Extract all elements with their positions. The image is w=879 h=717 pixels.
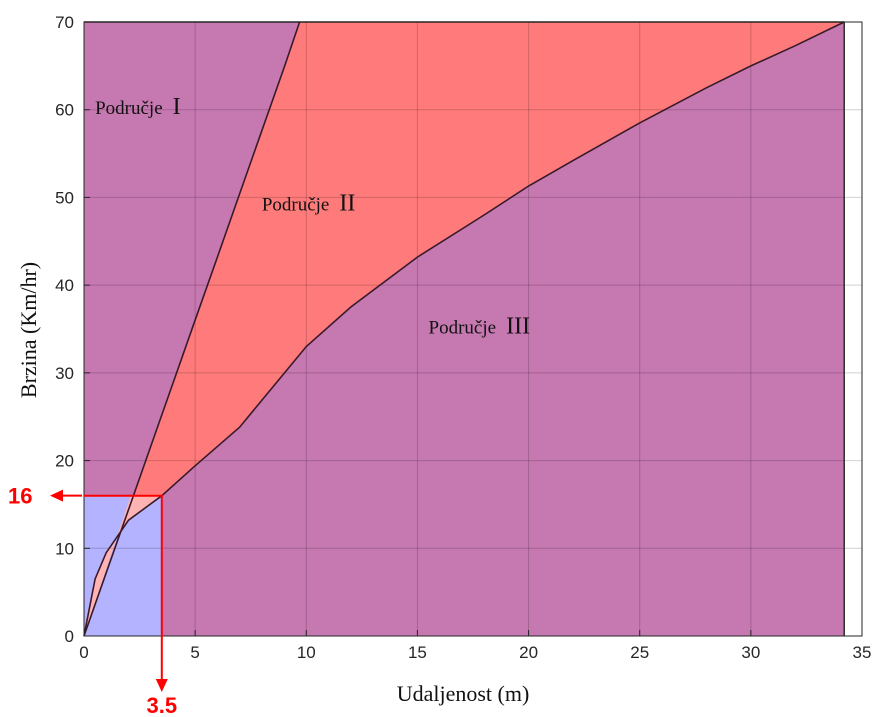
y-tick-label: 50 [55,188,74,207]
x-axis-title: Udaljenost (m) [397,681,530,706]
region-3-fill [84,22,845,636]
x-tick-label: 25 [630,643,649,662]
y-tick-label: 30 [55,364,74,383]
region-label: Područje I [95,94,181,120]
axes-frame [83,21,863,637]
y-tick-label: 70 [55,13,74,32]
y-tick-label: 60 [55,101,74,120]
x-tick-label: 20 [519,643,538,662]
marker-layer: 163.5 [8,484,177,717]
region-label-name: Područje [429,317,497,338]
region-2-fill [84,22,845,636]
region-label-numeral: III [506,313,530,339]
x-tick-label: 10 [297,643,316,662]
marker-y-label: 16 [8,484,32,509]
boundary-2-line [83,21,845,637]
region-label-name: Područje [95,98,163,119]
region-label-numeral: I [173,94,181,120]
y-tick-label: 10 [55,539,74,558]
marker-arrow-down-head [155,679,168,692]
corner-region-fill [84,495,162,636]
region-label: Područje III [429,313,531,339]
y-axis-title: Brzina (Km/hr) [16,262,41,398]
plot-right-strip [844,22,862,636]
plot-frame-layer [83,21,863,637]
marker-x-label: 3.5 [147,693,178,717]
grid-layer [84,22,862,636]
x-tick-label: 30 [741,643,760,662]
x-tick-label: 15 [408,643,427,662]
marker-guide-line [84,494,163,636]
marker-arrow-left-head [50,489,63,502]
tick-labels-layer: 0 5 10 15 20 25 30 35 0 10 20 30 40 50 60 70 [55,13,871,662]
region-label: Područje II [262,191,356,217]
x-tick-label: 35 [853,643,872,662]
y-tick-label: 20 [55,452,74,471]
y-tick-label: 0 [65,627,74,646]
x-tick-label: 0 [79,643,88,662]
region-labels-layer: Područje I Područje II Područje III [95,94,530,339]
x-tick-label: 5 [190,643,199,662]
region-label-name: Područje [262,195,330,216]
y-tick-label: 40 [55,276,74,295]
region-label-numeral: II [339,191,355,217]
